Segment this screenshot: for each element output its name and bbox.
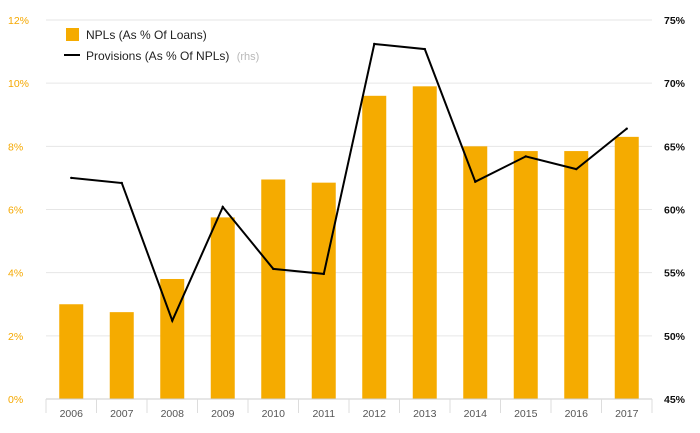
npl-bars bbox=[59, 86, 639, 400]
npl-bar bbox=[59, 304, 84, 399]
npl-bar bbox=[463, 146, 488, 399]
npl-bar bbox=[210, 217, 235, 399]
legend-swatch-npl-bars bbox=[66, 28, 79, 41]
y-right-tick-label: 70% bbox=[664, 78, 686, 90]
y-right-tick-label: 65% bbox=[664, 141, 686, 153]
x-tick-label: 2016 bbox=[565, 408, 589, 420]
x-tick-label: 2014 bbox=[464, 408, 488, 420]
legend-label-provisions-name: Provisions (As % Of NPLs) bbox=[86, 49, 229, 63]
npl-bar bbox=[564, 151, 589, 399]
provisions-point bbox=[474, 180, 477, 183]
provisions-point bbox=[322, 272, 325, 276]
y-left-tick-label: 2% bbox=[8, 331, 23, 343]
provisions-line bbox=[71, 42, 628, 324]
x-tick-label: 2007 bbox=[110, 408, 134, 420]
y-left-tick-label: 8% bbox=[8, 141, 23, 153]
provisions-point bbox=[272, 267, 275, 271]
x-tick-label: 2006 bbox=[60, 408, 84, 420]
npl-bar bbox=[513, 151, 538, 399]
provisions-point bbox=[171, 319, 174, 322]
npl-bar bbox=[261, 179, 286, 399]
x-tick-label: 2013 bbox=[413, 408, 437, 420]
provisions-point bbox=[575, 167, 578, 171]
provisions-point bbox=[70, 176, 73, 180]
x-tick-label: 2017 bbox=[615, 408, 639, 420]
legend: NPLs (As % Of Loans) Provisions (As % Of… bbox=[64, 28, 259, 63]
y-right-tick-label: 50% bbox=[664, 331, 686, 343]
npl-bar bbox=[362, 95, 387, 400]
provisions-point bbox=[120, 181, 123, 185]
gridlines bbox=[46, 19, 652, 400]
provisions-point bbox=[625, 127, 628, 130]
legend-label-provisions: Provisions (As % Of NPLs) (rhs) bbox=[86, 49, 259, 63]
y-right-tick-label: 55% bbox=[664, 268, 686, 280]
npl-bar bbox=[412, 86, 437, 399]
y-left-tick-label: 10% bbox=[8, 78, 29, 90]
x-tick-label: 2011 bbox=[312, 408, 335, 420]
provisions-point bbox=[221, 205, 224, 209]
x-tick-label: 2015 bbox=[514, 408, 538, 420]
x-tick-label: 2009 bbox=[211, 408, 235, 420]
provisions-point bbox=[524, 155, 527, 158]
provisions-line-group bbox=[70, 42, 628, 324]
y-right-tick-label: 45% bbox=[664, 394, 686, 406]
x-tick-label: 2010 bbox=[262, 408, 286, 420]
x-tick-label: 2008 bbox=[161, 408, 185, 420]
legend-label-npl: NPLs (As % Of Loans) bbox=[86, 28, 207, 42]
legend-label-provisions-suffix: (rhs) bbox=[237, 51, 260, 63]
y-left-tick-label: 6% bbox=[8, 205, 23, 217]
y-left-tick-label: 0% bbox=[8, 394, 23, 406]
provisions-point bbox=[373, 42, 376, 46]
npl-bar bbox=[614, 136, 639, 399]
axes: 0% 45% 2% 50% 4% 55% 6% 60% 8% 65% 10% 70% 12% 75% 200… bbox=[8, 15, 686, 420]
provisions-point bbox=[423, 47, 426, 51]
y-left-tick-label: 4% bbox=[8, 268, 23, 280]
x-tick-label: 2012 bbox=[363, 408, 387, 420]
y-right-tick-label: 60% bbox=[664, 205, 686, 217]
npl-bar bbox=[109, 312, 134, 399]
y-right-tick-label: 75% bbox=[664, 15, 686, 27]
y-left-tick-label: 12% bbox=[8, 15, 29, 27]
npl-bar bbox=[311, 182, 336, 399]
